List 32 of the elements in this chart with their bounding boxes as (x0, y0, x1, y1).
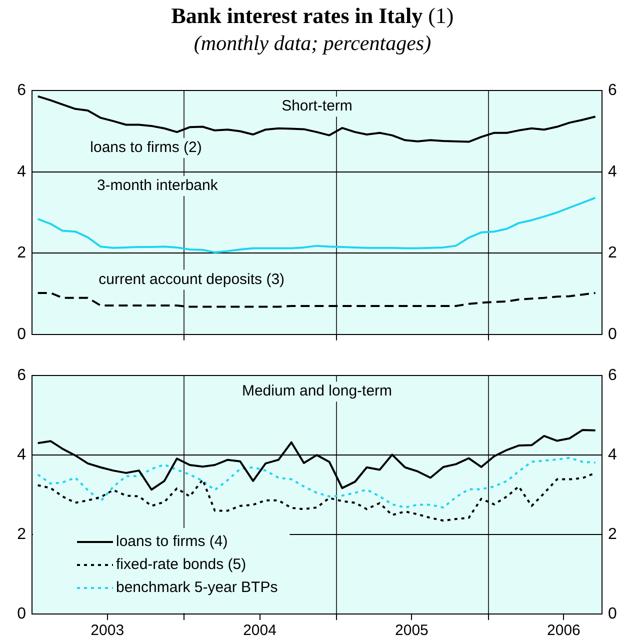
legend-label: loans to firms (4) (116, 533, 228, 550)
y2-tick-label: 4 (608, 446, 617, 464)
y-tick-label: 0 (17, 326, 26, 343)
line-series (36, 292, 596, 308)
annotation: Short-term (282, 98, 352, 115)
series-label: current account deposits (3) (98, 270, 285, 288)
y2-tick-label: 4 (608, 163, 617, 180)
x-tick-label: 2006 (547, 622, 580, 640)
x-tick-label: 2004 (243, 622, 276, 640)
y-tick-label: 4 (17, 446, 26, 464)
y2-tick-label: 0 (608, 605, 617, 622)
y2-tick-label: 2 (608, 526, 617, 543)
y-tick-label: 6 (17, 82, 26, 100)
y-tick-label: 6 (17, 367, 26, 384)
y-tick-label: 2 (17, 244, 26, 262)
legend-label: fixed-rate bonds (5) (116, 556, 246, 574)
y-tick-label: 2 (17, 526, 26, 543)
annotation: Medium and long-term (242, 382, 392, 400)
y2-tick-label: 2 (608, 244, 617, 262)
series-label: loans to firms (2) (90, 139, 202, 156)
legend-label: benchmark 5-year BTPs (116, 579, 278, 596)
chart-title: Bank interest rates in Italy (1) (170, 2, 455, 30)
x-tick-label: 2003 (90, 622, 124, 640)
text: 3-month interbank (96, 177, 218, 194)
y-tick-label: 0 (17, 605, 26, 622)
y2-tick-label: 6 (608, 82, 617, 100)
y2-tick-label: 0 (608, 326, 617, 343)
chart-subtitle: (monthly data; percentages) (192, 30, 432, 56)
y2-tick-label: 6 (608, 367, 617, 384)
line-series (36, 456, 596, 509)
y-tick-label: 4 (17, 163, 26, 180)
x-tick-label: 2005 (395, 622, 428, 640)
